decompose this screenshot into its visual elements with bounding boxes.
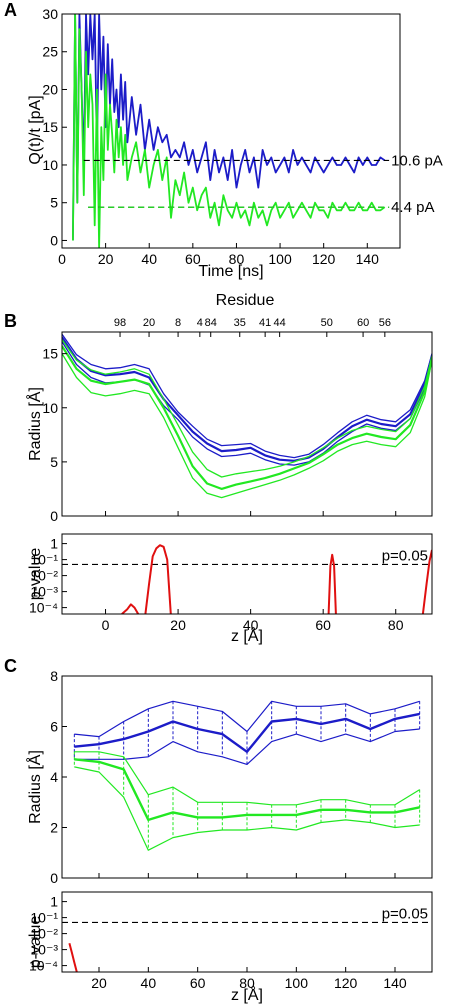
- panel-a-green-trace: [72, 14, 386, 248]
- panel-b-xlabel: z [Å]: [231, 626, 263, 645]
- panel-c-ylabel: Radius [Å]: [25, 750, 44, 824]
- panel-c-pvalue-curve: [68, 942, 78, 972]
- panel-label-c: C: [4, 656, 17, 676]
- panel-b-ytick-label: 10: [42, 400, 58, 416]
- panel-a-blue-trace: [72, 14, 386, 241]
- panel-c-xtick-label: 60: [190, 975, 206, 991]
- panel-a-ytick-label: 20: [42, 81, 58, 97]
- panel-b-blue-line: [62, 336, 432, 462]
- panel-b-xtick-label: 40: [243, 617, 259, 633]
- panel-b-xtick-label: 80: [388, 617, 404, 633]
- panel-b-blue-line: [62, 341, 432, 466]
- panel-c-pvalue-threshold-label: p=0.05: [382, 905, 428, 922]
- panel-b-pvalue-ytick-label: 10⁻⁴: [29, 600, 58, 616]
- panel-c-xlabel: z [Å]: [231, 985, 263, 1004]
- panel-label-a: A: [4, 0, 17, 20]
- panel-a-xtick-label: 60: [185, 251, 201, 267]
- panel-c-blue-mean-line: [74, 712, 420, 753]
- panel-a-xtick-label: 100: [268, 251, 292, 267]
- panel-c-pvalue-ylabel: p-value: [27, 916, 44, 969]
- panel-b-pvalue-frame: [61, 533, 433, 615]
- panel-b-residue-tick-label: 8: [175, 317, 181, 329]
- panel-b-pvalue-ytick-label: 10⁻²: [30, 568, 58, 584]
- panel-b-pvalue-ytick-label: 1: [50, 536, 58, 552]
- panel-c-ytick-label: 0: [50, 870, 58, 886]
- panel-a-ytick-label: 10: [42, 157, 58, 173]
- panel-b-pvalue-ytick-label: 10⁻³: [30, 584, 58, 600]
- panel-a-frame: [61, 13, 401, 249]
- panel-c-xtick-label: 100: [285, 975, 309, 991]
- panel-a-xtick-label: 80: [229, 251, 245, 267]
- panel-c-pvalue-frame: [61, 891, 433, 973]
- panel-c-pvalue-ytick-label: 1: [50, 894, 58, 910]
- panel-c-pvalue-ytick-label: 10⁻⁴: [29, 958, 58, 974]
- panel-b-xtick-label: 60: [315, 617, 331, 633]
- panel-a-xtick-label: 40: [141, 251, 157, 267]
- panel-c-pvalue-ytick-label: 10⁻²: [30, 926, 58, 942]
- panel-a-ref-label-blue: 10.6 pA: [391, 152, 443, 169]
- panel-c-pvalue-ytick-label: 10⁻¹: [30, 910, 58, 926]
- panel-b-pvalue-ylabel: p-value: [27, 548, 44, 601]
- panel-b-ylabel: Radius [Å]: [25, 387, 44, 461]
- panel-b-green-line: [62, 353, 432, 499]
- panel-b-residue-tick-label: 50: [321, 317, 333, 329]
- panel-b-residue-tick-label: 56: [379, 317, 391, 329]
- panel-a-ytick-label: 15: [42, 119, 58, 135]
- panel-c-ytick-label: 4: [50, 769, 58, 785]
- panel-b-residue-tick-label: 44: [274, 317, 286, 329]
- panel-c-xtick-label: 140: [383, 975, 407, 991]
- panel-b-ytick-label: 0: [50, 508, 58, 524]
- panel-b-frame: [61, 331, 433, 517]
- panel-b-xtick-label: 0: [102, 617, 110, 633]
- panel-b-residue-label: Residue: [216, 292, 275, 309]
- panel-a-ytick-label: 30: [42, 6, 58, 22]
- panel-c-blue-upper-line: [74, 700, 420, 738]
- panel-b-green-line: [62, 345, 432, 490]
- panel-a-ylabel: Q(t)/t [pA]: [27, 95, 44, 164]
- panel-b-residue-tick-label: 35: [234, 317, 246, 329]
- panel-a-xtick-label: 20: [98, 251, 114, 267]
- panel-b-pvalue-curve: [144, 544, 172, 614]
- panel-c-xtick-label: 20: [91, 975, 107, 991]
- panel-a-ytick-label: 25: [42, 44, 58, 60]
- panel-b-blue-line: [62, 333, 432, 459]
- panel-b-ytick-label: 5: [50, 454, 58, 470]
- panel-b-residue-tick-label: 84: [205, 317, 217, 329]
- panel-c-xtick-label: 80: [239, 975, 255, 991]
- panel-b-pvalue-threshold-label: p=0.05: [382, 547, 428, 564]
- panel-b-green-line: [62, 339, 432, 478]
- panel-b-pvalue-curve: [421, 549, 432, 614]
- panel-c-ytick-label: 6: [50, 719, 58, 735]
- panel-c-ytick-label: 8: [50, 668, 58, 684]
- panel-b-pvalue-curve: [327, 553, 337, 614]
- panel-b-residue-tick-label: 41: [259, 317, 271, 329]
- panel-label-b: B: [4, 311, 17, 331]
- panel-b-residue-tick-label: 20: [143, 317, 155, 329]
- panel-a-xtick-label: 120: [312, 251, 336, 267]
- panel-b-xtick-label: 20: [170, 617, 186, 633]
- panel-a-ref-label-green: 4.4 pA: [391, 199, 434, 216]
- panel-c-pvalue-ytick-label: 10⁻³: [30, 942, 58, 958]
- panel-a-xtick-label: 140: [356, 251, 380, 267]
- panel-b-pvalue-curve: [121, 603, 140, 614]
- panel-b-residue-tick-label: 60: [357, 317, 369, 329]
- panel-b-ytick-label: 15: [42, 346, 58, 362]
- panel-c-xtick-label: 120: [334, 975, 358, 991]
- panel-b-pvalue-ytick-label: 10⁻¹: [30, 552, 58, 568]
- panel-c-ytick-label: 2: [50, 820, 58, 836]
- panel-c-frame: [61, 675, 433, 879]
- panel-c-green-mean-line: [74, 758, 420, 822]
- panel-c-xtick-label: 40: [141, 975, 157, 991]
- panel-b-residue-tick-label: 98: [114, 317, 126, 329]
- panel-a-ytick-label: 0: [50, 232, 58, 248]
- panel-a-xlabel: Time [ns]: [198, 263, 263, 280]
- panel-c-green-upper-line: [74, 751, 421, 806]
- panel-a-xtick-label: 0: [58, 251, 66, 267]
- panel-c-blue-lower-line: [74, 728, 420, 766]
- panel-b-residue-tick-label: 4: [197, 317, 203, 329]
- panel-c-green-lower-line: [74, 766, 420, 851]
- panel-a-ytick-label: 5: [50, 195, 58, 211]
